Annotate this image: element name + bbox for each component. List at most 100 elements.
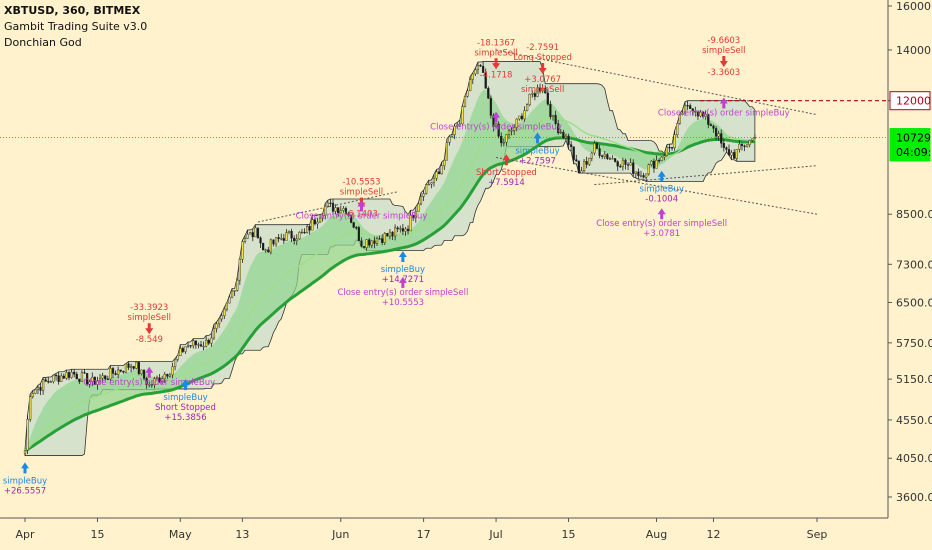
candle <box>140 369 143 376</box>
candle <box>502 138 505 147</box>
candle-body <box>80 372 84 382</box>
buy-arrow-icon <box>502 154 511 166</box>
candle-body <box>598 148 601 156</box>
annotation-text: -3.3603 <box>707 68 740 78</box>
annotation-text: +3.0767 <box>524 75 561 85</box>
candle-body <box>740 143 744 146</box>
candle-body <box>595 143 599 149</box>
candle-body <box>44 379 47 382</box>
candle-body <box>313 219 316 225</box>
candle <box>691 108 694 116</box>
candle <box>702 111 705 119</box>
candle-body <box>691 108 694 112</box>
close-arrow-icon <box>657 208 666 220</box>
candle-body <box>738 143 741 150</box>
candle <box>735 149 738 162</box>
candle <box>637 168 640 180</box>
candle <box>567 133 570 150</box>
candle <box>668 144 671 153</box>
annotation-text: simpleBuy <box>381 265 425 275</box>
candle-body <box>510 130 513 132</box>
candle <box>707 113 710 129</box>
candle-body <box>513 127 516 131</box>
candle <box>585 156 588 169</box>
candle <box>228 295 231 304</box>
candle <box>186 341 190 349</box>
candle-body <box>75 373 78 380</box>
candle-body <box>670 147 674 149</box>
trade-annotation: simpleBuy-0.1004 <box>640 170 684 205</box>
annotation-text: Close entry(s) order simpleBuy <box>83 378 215 388</box>
candle-body <box>161 378 164 382</box>
x-tick-label: 15 <box>562 528 576 541</box>
y-tick-label: 3600.0 <box>896 491 932 504</box>
candle <box>590 151 593 162</box>
candle-body <box>135 362 138 369</box>
candle <box>179 344 182 357</box>
candle-body <box>484 72 487 89</box>
candle-body <box>230 290 234 298</box>
indicator-gambit-label: Gambit Trading Suite v3.0 <box>4 20 148 33</box>
annotation-text: +26.5557 <box>4 486 46 496</box>
candle-body <box>570 144 573 147</box>
candle-body <box>704 114 707 117</box>
close-arrow-icon <box>145 366 154 378</box>
candle-body <box>246 233 249 239</box>
candle <box>549 100 552 120</box>
candle-body <box>339 210 342 214</box>
candle-body <box>497 123 500 137</box>
candle-body <box>551 115 555 117</box>
candle <box>243 235 247 244</box>
candle <box>223 307 226 319</box>
sell-arrow-icon <box>538 62 547 74</box>
candle-body <box>577 160 580 174</box>
candle-body <box>709 124 712 127</box>
candle-body <box>611 158 614 160</box>
candle <box>44 377 47 382</box>
annotation-text: simpleSell <box>521 85 564 95</box>
candle <box>316 217 319 229</box>
x-tick-label: 15 <box>90 528 104 541</box>
buy-arrow-icon <box>181 379 190 391</box>
candle-body <box>746 144 749 147</box>
candle <box>212 324 216 341</box>
candle-body <box>344 208 348 214</box>
candle-body <box>500 136 503 144</box>
candle <box>194 340 197 349</box>
x-tick-label: 13 <box>235 528 249 541</box>
candle <box>417 202 420 212</box>
candle <box>500 132 503 147</box>
candle <box>236 277 239 292</box>
candle <box>497 121 500 139</box>
candle-body <box>406 228 410 232</box>
candle <box>624 158 627 170</box>
candle <box>655 155 658 169</box>
candle <box>520 113 524 121</box>
candle-body <box>259 237 262 244</box>
candle-body <box>142 369 146 379</box>
candle-body <box>707 114 710 125</box>
candle <box>119 369 122 373</box>
candle-body <box>471 73 474 80</box>
candle-body <box>308 226 311 231</box>
candle-body <box>655 160 658 169</box>
x-tick-label: Sep <box>807 528 828 541</box>
candle-body <box>676 123 679 135</box>
candle <box>510 127 513 136</box>
candle-body <box>220 315 223 320</box>
candle <box>202 341 205 351</box>
candle-body <box>383 233 386 243</box>
annotation-text: +10.5553 <box>382 298 424 308</box>
candle-body <box>137 362 140 374</box>
candle-body <box>603 154 606 157</box>
annotation-text: -33.3923 <box>130 303 168 313</box>
candle <box>272 239 275 247</box>
candle <box>57 371 60 385</box>
candle-body <box>458 123 461 126</box>
candle-body <box>285 232 288 241</box>
candle <box>98 373 102 385</box>
candle-body <box>417 203 420 212</box>
